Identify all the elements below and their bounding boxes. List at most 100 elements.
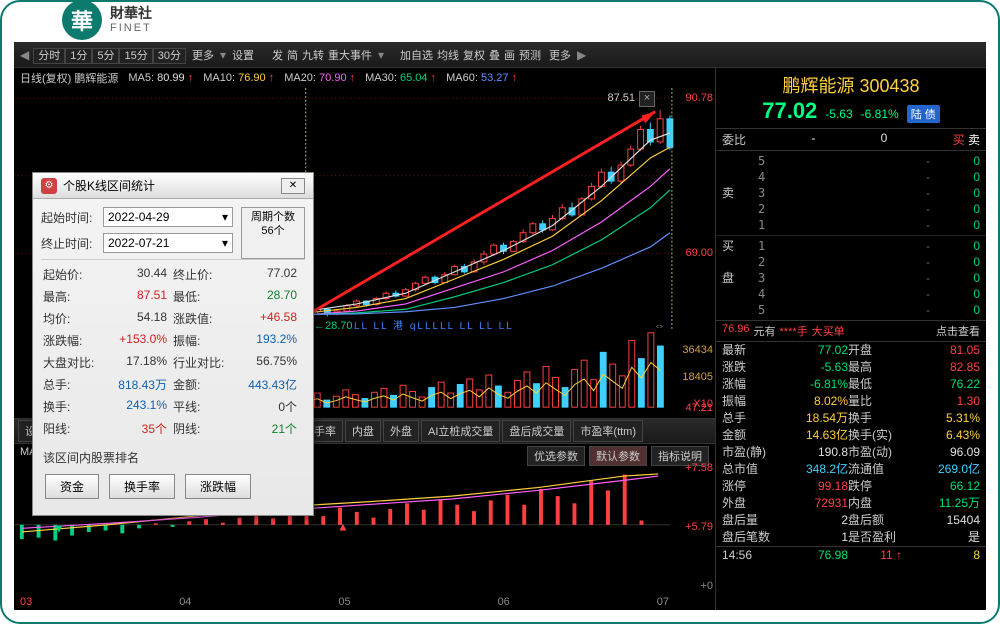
quote-row: 涨跌-5.63最高82.85 [716, 359, 986, 376]
subchart-tab[interactable]: 市盈率(ttm) [573, 420, 643, 442]
depth-row: 1-0 [722, 217, 980, 233]
depth-row: 4-0 [722, 286, 980, 302]
depth-row: 卖3-0 [722, 185, 980, 201]
subchart-tab[interactable]: AI立桩成交量 [421, 420, 500, 442]
stat-key: 均价: [43, 310, 95, 327]
stat-key: 总手: [43, 376, 95, 393]
end-date-input[interactable]: 2022-07-21▾ [103, 233, 233, 253]
depth-row: 2-0 [722, 254, 980, 270]
timeframe-1分[interactable]: 1分 [65, 48, 92, 64]
dropdown-icon[interactable]: ▾ [222, 210, 228, 224]
dialog-title: 个股K线区间统计 [63, 177, 155, 194]
price-change-pct: -6.81% [861, 107, 899, 121]
quote-row: 振幅8.02%量比1.30 [716, 393, 986, 410]
logo-en: FINET [110, 22, 152, 34]
toolbar-item[interactable]: 加自选 [398, 50, 435, 62]
volume-axis: 36434 18405 X10 [671, 336, 713, 418]
timeframe-15分[interactable]: 15分 [119, 48, 152, 64]
ma60: MA60: 53.27 ↑ [446, 72, 517, 84]
tick-row: 14:56 76.98 11 ↑ 8 [716, 546, 986, 564]
toolbar-item[interactable]: 简 [285, 50, 300, 62]
toolbar-item[interactable]: 九转 [300, 50, 326, 62]
ma10: MA10: 76.90 ↑ [203, 72, 274, 84]
toolbar-item[interactable]: 重大事件 [326, 50, 374, 62]
stat-value: 87.51 [95, 288, 173, 305]
toolbar-item[interactable]: 画 [502, 50, 517, 62]
svg-text:▼: ▼ [53, 523, 65, 536]
order-ratio-header: 委比 - 0 买 卖 [716, 128, 986, 151]
quote-row: 市盈(静)190.8市盈(动)96.09 [716, 444, 986, 461]
stat-value: 54.18 [95, 310, 173, 327]
low-label: ←28.70 [314, 320, 353, 332]
toolbar-next-icon[interactable]: ▶ [577, 48, 586, 62]
stat-key: 金额: [173, 376, 225, 393]
depth-row: 5-0 [722, 302, 980, 318]
terminal: ◀ 分时1分5分15分30分 更多 ▾ 设置 发简九转重大事件 ▾ 加自选均线复… [14, 42, 986, 610]
sell-depth: 5-04-0卖3-02-01-0 [716, 151, 986, 235]
rank-fund-button[interactable]: 资金 [45, 474, 99, 499]
ma20: MA20: 70.90 ↑ [284, 72, 355, 84]
toolbar-item[interactable]: 叠 [487, 50, 502, 62]
dropdown-icon[interactable]: ▾ [222, 236, 228, 250]
buy-depth: 买1-02-0盘3-04-05-0 [716, 235, 986, 320]
toolbar-item[interactable]: 均线 [435, 50, 461, 62]
stat-key: 涨跌值: [173, 310, 225, 327]
stat-key: 阳线: [43, 420, 95, 437]
stock-name: 鹏辉能源 300438 [716, 72, 986, 98]
dialog-titlebar[interactable]: ⚙ 个股K线区间统计 ✕ [33, 173, 313, 199]
dropdown-icon[interactable]: ▾ [378, 48, 384, 62]
quote-row: 总手18.54万换手5.31% [716, 410, 986, 427]
start-date-input[interactable]: 2022-04-29▾ [103, 207, 233, 227]
rank-turnover-button[interactable]: 换手率 [109, 474, 175, 499]
stat-key: 大盘对比: [43, 354, 95, 371]
toolbar-more2[interactable]: 更多 [547, 47, 573, 63]
toolbar-item[interactable]: 预测 [517, 50, 543, 62]
range-stats-dialog[interactable]: ⚙ 个股K线区间统计 ✕ 起始时间: 2022-04-29▾ 终止时间: [32, 172, 314, 516]
stat-key: 起始价: [43, 266, 95, 283]
subchart-tab[interactable]: 外盘 [383, 420, 419, 442]
stat-key: 平线: [173, 398, 225, 415]
peak-label: 87.51 [607, 92, 635, 104]
stat-value: +46.58 [225, 310, 303, 327]
stat-key: 振幅: [173, 332, 225, 349]
timeframe-5分[interactable]: 5分 [92, 48, 119, 64]
dialog-icon: ⚙ [41, 178, 57, 194]
resize-icon[interactable]: ⇔ [654, 320, 665, 332]
depth-row: 盘3-0 [722, 270, 980, 286]
start-date-label: 起始时间: [41, 209, 97, 226]
chart-close-icon[interactable]: × [639, 91, 655, 107]
stat-value: 193.2% [225, 332, 303, 349]
timeframe-30分[interactable]: 30分 [153, 48, 186, 64]
stats-grid: 起始价:30.44终止价:77.02最高:87.51最低:28.70均价:54.… [41, 259, 305, 443]
toolbar-settings[interactable]: 设置 [230, 47, 256, 63]
big-order-bar[interactable]: 76.96元有 ****手 大买单 点击查看 [716, 320, 986, 341]
stat-value: 0个 [225, 398, 303, 415]
toolbar: ◀ 分时1分5分15分30分 更多 ▾ 设置 发简九转重大事件 ▾ 加自选均线复… [14, 42, 986, 68]
quote-row: 总市值348.2亿流通值269.0亿 [716, 461, 986, 478]
toolbar-prev-icon[interactable]: ◀ [20, 48, 29, 62]
stat-value: 77.02 [225, 266, 303, 283]
stat-value: 28.70 [225, 288, 303, 305]
quote-row: 金额14.63亿换手(实)6.43% [716, 427, 986, 444]
quote-row: 盘后量2盘后额15404 [716, 512, 986, 529]
bottom-markers: LL LL 港 qLLLLL LL LL LL [354, 317, 514, 332]
price-change: -5.63 [825, 107, 852, 121]
toolbar-item[interactable]: 发 [270, 50, 285, 62]
end-date-label: 终止时间: [41, 235, 97, 252]
toolbar-more1[interactable]: 更多 [190, 47, 216, 63]
rank-change-button[interactable]: 涨跌幅 [185, 474, 251, 499]
stat-key: 最低: [173, 288, 225, 305]
stat-key: 阴线: [173, 420, 225, 437]
stat-value: 21个 [225, 420, 303, 437]
subchart-tab[interactable]: 盘后成交量 [502, 420, 571, 442]
timeframe-分时[interactable]: 分时 [33, 48, 65, 64]
dropdown-icon[interactable]: ▾ [220, 48, 226, 62]
market-tag: 陆 债 [907, 105, 940, 123]
depth-row: 买1-0 [722, 238, 980, 254]
quote-row: 涨幅-6.81%最低76.22 [716, 376, 986, 393]
stat-value: 56.75% [225, 354, 303, 371]
subchart-tab[interactable]: 内盘 [345, 420, 381, 442]
toolbar-item[interactable]: 复权 [461, 50, 487, 62]
dialog-close-button[interactable]: ✕ [281, 178, 305, 194]
stat-value: 35个 [95, 420, 173, 437]
